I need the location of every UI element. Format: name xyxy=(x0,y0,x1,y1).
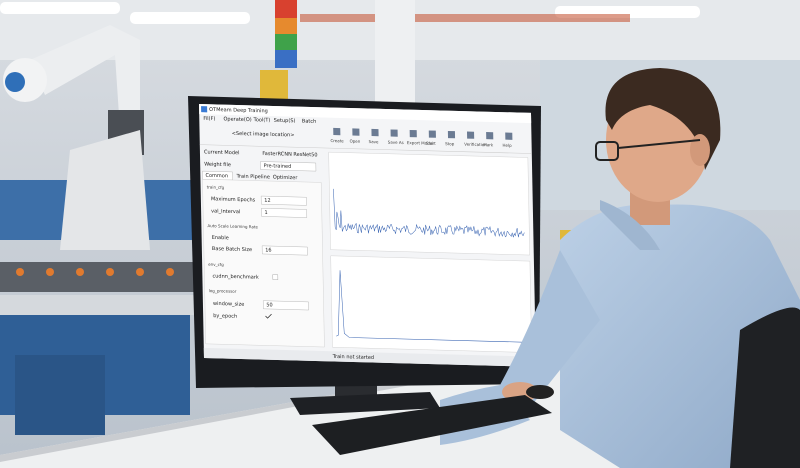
toolbar-label[interactable]: Save As xyxy=(388,140,404,145)
setting-label: by_epoch xyxy=(213,313,237,320)
field-label: Weight file xyxy=(204,162,231,169)
tab[interactable]: Train Pipeline xyxy=(236,174,270,181)
setting-value[interactable]: 1 xyxy=(264,210,267,216)
setting-label: Enable xyxy=(212,235,229,241)
menu-item[interactable]: Setup(S) xyxy=(274,118,296,125)
menu-item[interactable]: Batch xyxy=(302,118,317,124)
location-input[interactable]: <Select image location> xyxy=(232,131,295,139)
toolbar-icon[interactable] xyxy=(409,129,417,138)
tab[interactable]: Common xyxy=(205,173,228,180)
lr-chart xyxy=(330,255,532,353)
group-label: env_cfg xyxy=(208,262,224,267)
menu-item[interactable]: Fil(F) xyxy=(203,116,215,122)
toolbar-label[interactable]: Export Model xyxy=(407,140,434,146)
menu-item[interactable]: Operate(O) xyxy=(223,116,251,123)
screen: OTMeam Deep Training Fil(F) Operate(O) T… xyxy=(199,104,536,367)
tab[interactable]: Optimizer xyxy=(273,175,299,182)
field-label: Current Model xyxy=(204,149,240,156)
setting-value[interactable]: 16 xyxy=(265,247,272,253)
group-label: log_processor xyxy=(209,288,237,294)
keyboard xyxy=(312,395,552,455)
setting-value[interactable]: 50 xyxy=(266,302,273,308)
toolbar-label[interactable]: Create xyxy=(330,138,344,143)
toolbar-label[interactable]: Verification xyxy=(464,142,487,148)
setting-label: Maximum Epochs xyxy=(211,196,256,203)
toolbar-icon[interactable] xyxy=(428,130,436,138)
window-title: OTMeam Deep Training xyxy=(209,107,268,115)
group-label: train_cfg xyxy=(207,184,225,190)
setting-label: window_size xyxy=(213,301,244,308)
field-value: FasterRCNN ResNet50 xyxy=(262,151,317,159)
toolbar-icon[interactable] xyxy=(352,128,360,136)
menu-item[interactable]: Tool(T) xyxy=(253,117,271,124)
toolbar-icon[interactable] xyxy=(466,131,475,139)
toolbar-label[interactable]: Stop xyxy=(445,141,455,146)
loss-chart xyxy=(328,151,530,256)
toolbar-label[interactable]: Help xyxy=(502,143,512,148)
toolbar-icon[interactable] xyxy=(333,127,341,136)
toolbar-icon[interactable] xyxy=(505,132,513,140)
toolbar-icon[interactable] xyxy=(390,129,398,137)
toolbar-icon[interactable] xyxy=(486,132,494,140)
toolbar-icon[interactable] xyxy=(447,130,456,139)
mouse xyxy=(526,385,554,399)
setting-label: cudnn_benchmark xyxy=(212,273,259,280)
menu-bar: Fil(F) Operate(O) Tool(T) Setup(S) Batch xyxy=(203,116,316,125)
group-label: Auto Scale Learning Rate xyxy=(207,223,258,229)
field-value[interactable]: Pre-trained xyxy=(264,163,292,170)
setting-label: Base Batch Size xyxy=(212,246,252,253)
toolbar-icon[interactable] xyxy=(371,128,379,137)
toolbar-label[interactable]: Start xyxy=(426,141,436,146)
status-text: Train not started xyxy=(332,354,375,361)
toolbar-label[interactable]: Mark xyxy=(483,142,494,147)
toolbar-label[interactable]: Open xyxy=(349,139,360,144)
checkbox[interactable] xyxy=(272,274,279,280)
toolbar-label[interactable]: Save xyxy=(369,139,379,144)
chair xyxy=(730,307,800,468)
setting-label: val_Interval xyxy=(211,208,240,215)
setting-value[interactable]: 12 xyxy=(264,198,271,204)
